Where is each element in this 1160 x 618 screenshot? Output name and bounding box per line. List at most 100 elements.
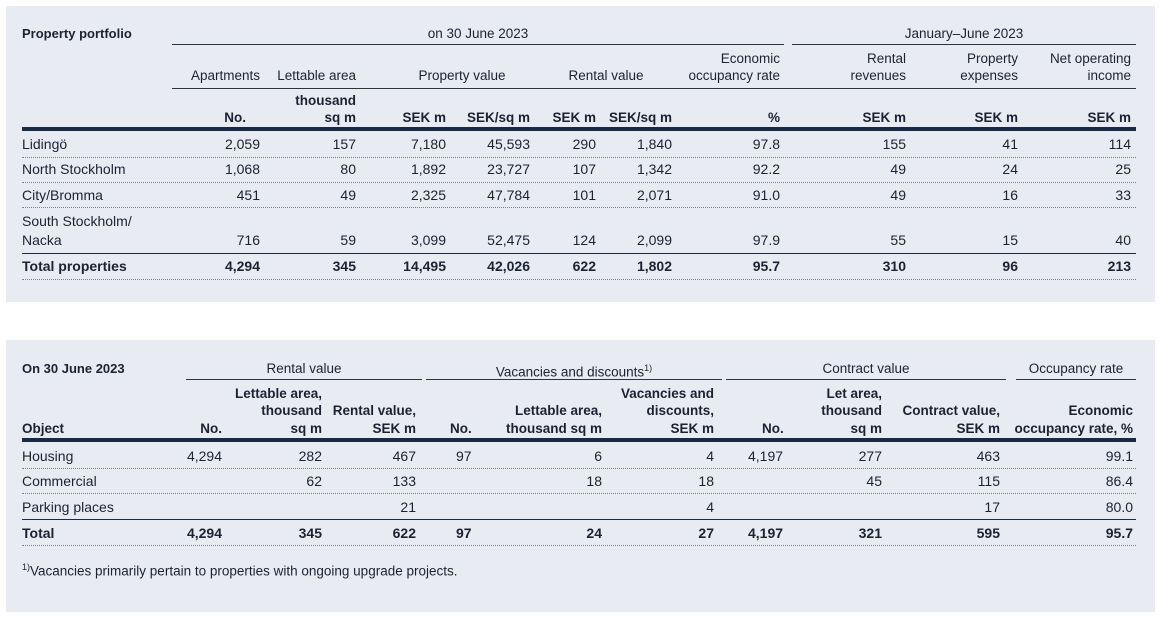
cell-pe: 41 (1002, 136, 1018, 152)
cell-rv-sqm: 1,840 (636, 136, 672, 152)
total-pv-sek: 14,495 (403, 258, 446, 274)
row-name: Housing (22, 448, 74, 464)
cell-con-no: 4,197 (748, 448, 784, 464)
row-divider (22, 207, 1136, 208)
group-vacancies-sup: 1) (644, 363, 653, 373)
row-divider (22, 468, 1136, 469)
cell-vac-sek: 18 (698, 473, 714, 489)
header-vac-no: No. (450, 421, 472, 436)
header-con-no: No. (762, 421, 784, 436)
cell-rv-val: 467 (392, 448, 416, 464)
cell-noi: 33 (1115, 187, 1131, 203)
header-property: Property (966, 51, 1018, 66)
header-vac-sek-1: Vacancies and (620, 386, 714, 401)
cell-pv-sqm: 47,784 (487, 187, 530, 203)
cell-noi: 40 (1115, 232, 1131, 248)
header-expenses: expenses (960, 68, 1018, 83)
cell-apt: 451 (236, 187, 260, 203)
row-divider (22, 182, 1136, 183)
cell-rv-area: 62 (306, 473, 322, 489)
group-underline-jan-june (792, 44, 1136, 45)
total-con-no: 4,197 (748, 525, 784, 541)
group-header-jan-june: January–June 2023 (904, 26, 1024, 41)
total-noi: 213 (1107, 258, 1131, 274)
cell-vac-area: 18 (586, 473, 602, 489)
cell-econ: 92.2 (752, 161, 780, 177)
cell-rv-val: 21 (400, 499, 416, 515)
header-rv-area-3: sq m (290, 421, 322, 436)
total-rv-no: 4,294 (186, 525, 222, 541)
cell-area: 49 (340, 187, 356, 203)
row-name: North Stockholm (22, 161, 126, 177)
header-occ-2: occupancy rate, % (1014, 421, 1133, 436)
unit-rv-sek: SEK m (552, 110, 596, 125)
header-rv-val-2: SEK m (372, 421, 416, 436)
total-name: Total properties (22, 258, 127, 274)
total-apt: 4,294 (224, 258, 260, 274)
total-econ: 95.7 (752, 258, 780, 274)
total-occ: 95.7 (1105, 525, 1133, 541)
property-portfolio-panel: Property portfolio on 30 June 2023 Janua… (6, 6, 1155, 302)
row-name-line-2: Nacka (22, 232, 62, 248)
header-con-val-1: Contract value, (902, 403, 1000, 418)
cell-pv-sqm: 52,475 (487, 232, 530, 248)
unit-pv-sek: SEK m (402, 110, 446, 125)
header-net-operating: Net operating (1049, 51, 1131, 66)
cell-rv-val: 133 (392, 473, 416, 489)
cell-noi: 25 (1115, 161, 1131, 177)
group-occupancy: Occupancy rate (1028, 361, 1124, 376)
cell-rv-sek: 107 (572, 161, 596, 177)
cell-econ: 97.8 (752, 136, 780, 152)
unit-rr: SEK m (862, 110, 906, 125)
header-rule (22, 127, 1136, 131)
header-occ-1: Economic (1068, 403, 1133, 418)
unit-area-1: thousand (295, 93, 356, 108)
cell-rr: 49 (890, 161, 906, 177)
cell-apt: 2,059 (224, 136, 260, 152)
cell-rv-sek: 290 (572, 136, 596, 152)
header-revenues: revenues (850, 68, 906, 83)
row-divider (22, 545, 1136, 546)
cell-area: 80 (340, 161, 356, 177)
footnote: 1)Vacancies primarily pertain to propert… (22, 562, 458, 579)
total-vac-sek: 27 (698, 525, 714, 541)
row-name: City/Bromma (22, 187, 103, 203)
header-rental: Rental (866, 51, 906, 66)
group-underline (1016, 379, 1136, 380)
total-rule (22, 253, 1136, 254)
header-apartments: Apartments (190, 68, 260, 83)
group-vacancies: Vacancies and discounts1) (426, 360, 722, 381)
group-rental-value: Rental value (266, 361, 342, 376)
total-area: 345 (332, 258, 356, 274)
header-vac-sek-2: discounts, (646, 403, 714, 418)
cell-rv-sqm: 2,099 (636, 232, 672, 248)
cell-area: 157 (332, 136, 356, 152)
cell-apt: 1,068 (224, 161, 260, 177)
header-con-area-1: Let area, (826, 386, 882, 401)
total-rv-val: 622 (392, 525, 416, 541)
cell-pv-sqm: 45,593 (487, 136, 530, 152)
cell-rv-sqm: 2,071 (636, 187, 672, 203)
header-rental-value: Rental value (568, 68, 644, 83)
cell-pv-sqm: 23,727 (487, 161, 530, 177)
header-underline (172, 88, 1136, 89)
cell-pe: 24 (1002, 161, 1018, 177)
cell-pe: 15 (1002, 232, 1018, 248)
cell-rr: 155 (882, 136, 906, 152)
row-name: Commercial (22, 473, 97, 489)
total-rv-sqm: 1,802 (636, 258, 672, 274)
cell-rv-sqm: 1,342 (636, 161, 672, 177)
header-rule (22, 438, 1136, 442)
unit-noi: SEK m (1087, 110, 1131, 125)
cell-con-val: 463 (976, 448, 1000, 464)
row-divider (22, 157, 1136, 158)
header-property-value: Property value (418, 68, 506, 83)
header-rv-area-1: Lettable area, (234, 386, 322, 401)
header-rv-val-1: Rental value, (332, 403, 416, 418)
total-con-val: 595 (976, 525, 1000, 541)
group-underline-june (172, 44, 784, 45)
cell-vac-sek: 4 (706, 499, 714, 515)
group-contract: Contract value (822, 361, 910, 376)
cell-econ: 91.0 (752, 187, 780, 203)
cell-rv-no: 4,294 (186, 448, 222, 464)
